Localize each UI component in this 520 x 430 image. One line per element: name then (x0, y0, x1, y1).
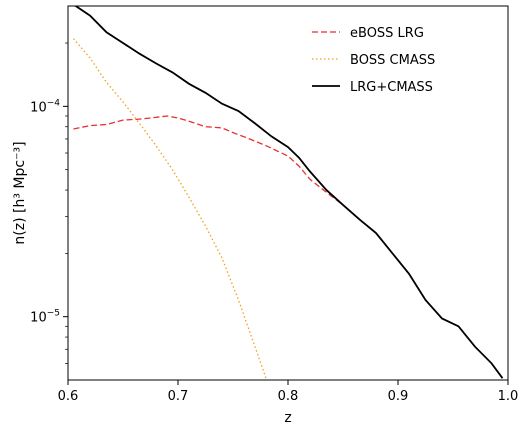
y-axis: 10−510−4 (30, 42, 68, 364)
y-tick-base: 10 (30, 311, 47, 326)
series-layer (73, 6, 504, 379)
legend: eBOSS LRG BOSS CMASS LRG+CMASS (312, 26, 435, 95)
y-tick-label: 10−4 (30, 98, 60, 115)
series-line-2 (73, 38, 267, 379)
legend-label: LRG+CMASS (350, 80, 433, 95)
x-axis: 0.6 0.7 0.8 0.9 1.0 (58, 380, 519, 404)
x-tick-label: 0.8 (278, 389, 299, 404)
y-tick-label: 10−5 (30, 309, 60, 326)
y-axis-label: n(z) [h³ Mpc⁻³] (12, 141, 28, 244)
x-tick-label: 0.7 (168, 389, 189, 404)
x-tick-label: 0.9 (388, 389, 409, 404)
x-tick-label: 0.6 (58, 389, 79, 404)
legend-label: BOSS CMASS (350, 53, 435, 68)
y-tick-base: 10 (30, 100, 47, 115)
legend-label: eBOSS LRG (350, 26, 424, 41)
y-tick-exponent: −4 (47, 98, 61, 108)
plot-frame (67, 5, 509, 381)
y-tick-exponent: −5 (47, 309, 60, 319)
x-tick-label: 1.0 (498, 389, 519, 404)
x-axis-label: z (284, 410, 291, 426)
series-line-1 (73, 115, 504, 379)
series-line-3 (74, 6, 504, 379)
